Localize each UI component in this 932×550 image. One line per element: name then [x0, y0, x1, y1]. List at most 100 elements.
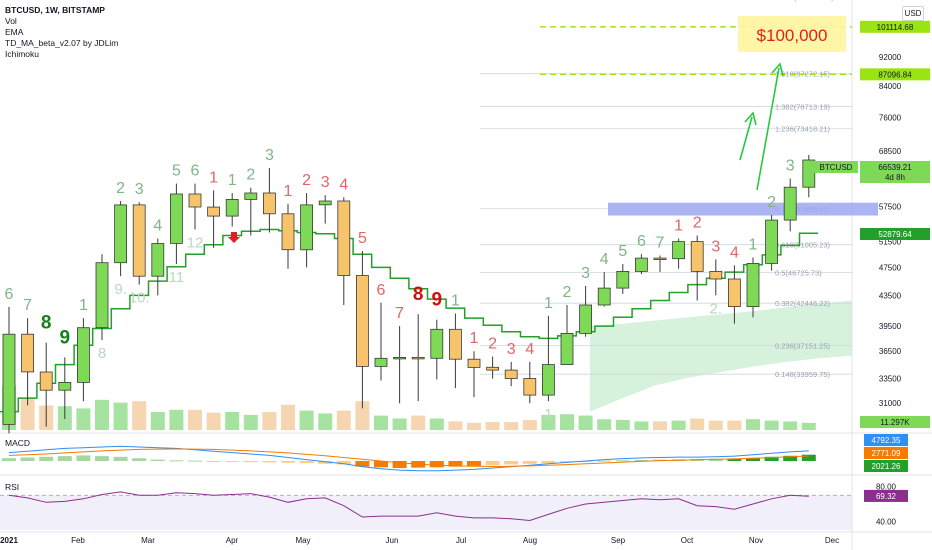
volume-bar: [485, 422, 500, 430]
indicator-td-ma[interactable]: TD_MA_beta_v2.07 by JDLim: [5, 38, 119, 48]
macd-histogram-bar: [262, 461, 277, 463]
macd-value-tag: [864, 434, 908, 446]
candle-body: [783, 186, 797, 221]
volume-bar: [206, 412, 221, 430]
candle-body: [765, 219, 778, 264]
macd-histogram-bar: [374, 461, 388, 468]
candle-body: [58, 381, 72, 391]
td-count-label: 3: [711, 238, 720, 255]
macd-histogram-bar: [801, 454, 816, 461]
price-axis-tick: 39500: [879, 322, 902, 331]
macd-histogram-bar: [634, 459, 649, 461]
time-axis-tick: Aug: [523, 536, 537, 545]
candle-body: [374, 357, 388, 367]
volume-bar: [746, 419, 760, 430]
candle: [151, 238, 165, 296]
candle: [560, 305, 574, 365]
candle: [207, 190, 221, 248]
volume-bar: [188, 409, 202, 430]
rsi-value-tag: [864, 489, 908, 502]
volume-bar: [578, 415, 593, 430]
td-count-label: 2: [693, 214, 702, 231]
projection-arrow: [756, 67, 780, 191]
macd-histogram-bar: [448, 461, 463, 467]
volume-bar: [262, 412, 277, 430]
candle: [690, 235, 704, 301]
target-label: $100,000: [757, 26, 828, 45]
time-axis-tick: Mar: [141, 536, 155, 545]
candle-body: [690, 241, 704, 272]
macd-value: 2771.09: [872, 449, 901, 458]
macd-histogram-bar: [522, 461, 537, 464]
candle-body: [542, 364, 555, 396]
td-count-label: 9: [60, 327, 71, 348]
price-tag-volume: [860, 416, 930, 428]
td-count-label: 3: [135, 181, 144, 198]
candle: [635, 254, 648, 275]
candle: [58, 357, 72, 420]
candle-body: [672, 241, 685, 260]
price-axis-tick: 47500: [879, 263, 902, 272]
td-count-label: 2: [488, 336, 497, 353]
macd-histogram-bar: [560, 461, 574, 463]
candle-body: [579, 304, 592, 334]
fib-level-label: 0.148(33959.75): [775, 370, 831, 379]
macd-histogram-bar: [20, 457, 35, 461]
macd-histogram-bar: [783, 455, 798, 462]
symbol-tag: [814, 161, 858, 173]
candle-body: [355, 275, 369, 367]
fib-level-label: 0.618(51005.23): [775, 241, 831, 250]
candle: [393, 326, 407, 404]
macd-line: [8, 445, 809, 472]
symbol-title[interactable]: BTCUSD, 1W, BITSTAMP: [5, 5, 105, 15]
candle: [39, 342, 53, 427]
td-count-label: 3: [265, 147, 274, 164]
volume-bar: [764, 420, 779, 430]
time-axis-tick: Feb: [71, 536, 85, 545]
candle-body: [225, 198, 239, 217]
target-box: [738, 16, 846, 52]
macd-histogram-bar: [95, 456, 109, 461]
volume-bar: [429, 418, 444, 430]
indicator-vol[interactable]: Vol: [5, 16, 17, 26]
macd-histogram-bar: [57, 456, 72, 461]
macd-histogram-bar: [708, 458, 723, 461]
macd-histogram-bar: [76, 455, 91, 461]
macd-histogram-bar: [485, 461, 500, 466]
candle: [597, 272, 611, 307]
macd-histogram-bar: [243, 461, 258, 463]
fib-level-label: 0.5(46725.73): [775, 269, 822, 278]
price-tag-target_top: [860, 20, 930, 33]
candle-body: [486, 366, 500, 371]
volume-bar: [634, 421, 649, 430]
candle-body: [635, 257, 648, 272]
price-tag-value: 66539.21: [878, 163, 912, 172]
indicator-ema[interactable]: EMA: [5, 27, 24, 37]
volume-bar: [801, 422, 816, 430]
currency-button[interactable]: USD: [902, 6, 924, 21]
candle-body: [448, 328, 462, 360]
volume-bar: [76, 408, 91, 430]
volume-bar: [392, 418, 407, 430]
td-count-label: 8: [413, 284, 424, 305]
macd-histogram-bar: [504, 461, 519, 465]
macd-histogram-bar: [225, 461, 240, 462]
price-tag-countdown: 4d 8h: [885, 173, 905, 182]
td-count-label: 5: [618, 243, 627, 260]
rsi-label: RSI: [5, 482, 19, 492]
candle: [448, 313, 462, 389]
sell-arrow-icon: [228, 232, 240, 243]
td-count-label: 7: [23, 297, 32, 314]
candle-body: [262, 192, 276, 215]
candle: [783, 178, 797, 232]
td-count-label: 1: [209, 169, 218, 186]
macd-value-tag: [864, 460, 908, 472]
candle: [300, 192, 314, 268]
volume-bar: [467, 422, 481, 430]
volume-bar: [150, 412, 165, 430]
price-axis-tick: 43500: [879, 291, 902, 300]
td-count-label: 1: [544, 295, 553, 312]
time-axis-tick: Apr: [226, 536, 239, 545]
indicator-ichimoku[interactable]: Ichimoku: [5, 49, 40, 59]
macd-histogram-bar: [150, 459, 165, 461]
